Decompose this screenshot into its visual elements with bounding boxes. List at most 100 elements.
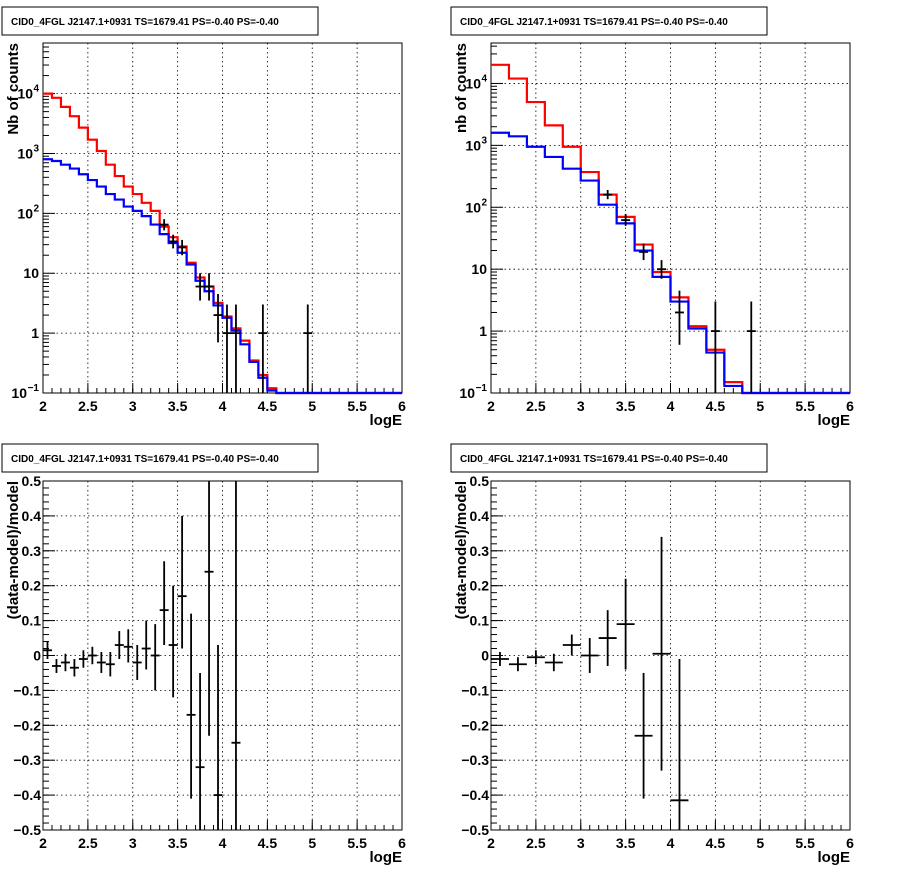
- y-tick-label: 10: [465, 199, 481, 215]
- x-tick-label: 5.5: [795, 835, 815, 851]
- y-tick-label: 10: [23, 265, 39, 281]
- y-tick-exponent: 4: [481, 73, 487, 84]
- chart-panel-4: CID0_4FGL J2147.1+0931 TS=1679.41 PS=-0.…: [450, 443, 854, 866]
- data-point: [652, 536, 671, 771]
- y-tick-label: 10: [459, 385, 475, 401]
- y-axis-label: nb of counts: [453, 43, 470, 133]
- x-tick-label: 4.5: [258, 835, 278, 851]
- x-axis-label: logE: [818, 849, 851, 866]
- y-tick-exponent: −1: [28, 383, 40, 394]
- data-point: [634, 672, 653, 799]
- y-tick-label: −0.3: [13, 752, 41, 768]
- data-point: [544, 653, 563, 672]
- y-tick-exponent: 2: [481, 197, 487, 208]
- x-tick-label: 5: [308, 835, 316, 851]
- y-tick-label: 0.2: [470, 578, 490, 594]
- y-tick-label: 1: [31, 325, 39, 341]
- data-point: [132, 645, 142, 680]
- plot-frame: [490, 480, 851, 831]
- x-tick-label: 5: [308, 398, 316, 414]
- x-tick-label: 2.5: [78, 835, 98, 851]
- x-tick-label: 2: [487, 835, 495, 851]
- chart-title: CID0_4FGL J2147.1+0931 TS=1679.41 PS=-0.…: [11, 17, 279, 28]
- y-tick-label: 1: [479, 323, 487, 339]
- y-tick-label: 10: [17, 145, 33, 161]
- plot-frame: [42, 42, 403, 394]
- x-tick-label: 3: [129, 398, 137, 414]
- x-tick-label: 3.5: [616, 835, 636, 851]
- data-point: [670, 658, 689, 830]
- y-axis-label: (data-model)/model: [5, 481, 22, 619]
- data-point: [168, 234, 178, 249]
- x-tick-label: 4: [219, 398, 227, 414]
- data-point: [598, 610, 617, 666]
- title-box: [1, 443, 319, 473]
- data-point: [96, 652, 106, 673]
- x-tick-label: 2: [39, 398, 47, 414]
- title-box: [450, 6, 768, 36]
- data-point: [87, 646, 97, 665]
- x-tick-label: 4: [219, 835, 227, 851]
- data-point: [195, 672, 205, 830]
- x-tick-label: 4.5: [706, 398, 726, 414]
- data-point: [159, 561, 169, 646]
- data-point: [159, 219, 169, 231]
- y-tick-exponent: 3: [481, 135, 487, 146]
- data-point: [710, 301, 720, 393]
- title-box: [1, 6, 319, 36]
- data-point: [508, 657, 527, 672]
- x-tick-label: 6: [846, 398, 854, 414]
- x-tick-label: 6: [398, 835, 406, 851]
- data-point: [186, 613, 196, 799]
- data-point: [141, 620, 151, 670]
- y-tick-label: 0.5: [470, 473, 490, 489]
- x-tick-label: 5: [756, 835, 764, 851]
- x-tick-label: 2.5: [526, 835, 546, 851]
- y-tick-exponent: 3: [33, 143, 39, 154]
- y-tick-label: −0.2: [461, 717, 489, 733]
- y-tick-label: −0.1: [461, 682, 489, 698]
- chart-title: CID0_4FGL J2147.1+0931 TS=1679.41 PS=-0.…: [460, 454, 728, 465]
- x-axis-label: logE: [818, 412, 851, 429]
- x-tick-label: 6: [398, 398, 406, 414]
- x-tick-label: 4: [667, 398, 675, 414]
- data-point: [616, 578, 635, 670]
- data-point: [177, 515, 187, 649]
- data-point: [150, 624, 160, 691]
- y-tick-label: −0.4: [461, 787, 489, 803]
- data-point: [746, 301, 756, 393]
- x-tick-label: 4: [667, 835, 675, 851]
- data-point: [168, 585, 178, 698]
- data-point: [562, 634, 581, 656]
- data-point: [69, 658, 79, 677]
- y-tick-label: 0.2: [22, 578, 42, 594]
- y-tick-label: 0.1: [470, 613, 490, 629]
- x-axis-label: logE: [370, 412, 403, 429]
- chart-title: CID0_4FGL J2147.1+0931 TS=1679.41 PS=-0.…: [11, 454, 279, 465]
- x-tick-label: 5: [756, 398, 764, 414]
- data-point: [51, 658, 61, 673]
- y-tick-label: 10: [17, 205, 33, 221]
- data-point: [177, 239, 187, 256]
- x-tick-label: 4.5: [258, 398, 278, 414]
- y-tick-label: −0.3: [461, 752, 489, 768]
- data-point: [580, 638, 599, 673]
- y-tick-exponent: 2: [33, 203, 39, 214]
- model-series-blue-line: [491, 131, 850, 395]
- chart-panel-2: CID0_4FGL J2147.1+0931 TS=1679.41 PS=-0.…: [450, 6, 854, 429]
- y-tick-label: 10: [11, 385, 27, 401]
- data-point: [231, 304, 241, 393]
- data-point: [43, 641, 52, 659]
- x-tick-label: 3.5: [616, 398, 636, 414]
- y-tick-label: 0.4: [470, 508, 490, 524]
- y-tick-label: 0.1: [22, 613, 42, 629]
- data-point: [491, 652, 509, 666]
- y-tick-label: 10: [465, 137, 481, 153]
- data-point: [123, 629, 133, 663]
- y-tick-label: −0.4: [13, 787, 41, 803]
- model-series-blue-line: [43, 158, 402, 395]
- data-point: [213, 294, 223, 343]
- data-point: [603, 190, 613, 200]
- chart-title: CID0_4FGL J2147.1+0931 TS=1679.41 PS=-0.…: [460, 17, 728, 28]
